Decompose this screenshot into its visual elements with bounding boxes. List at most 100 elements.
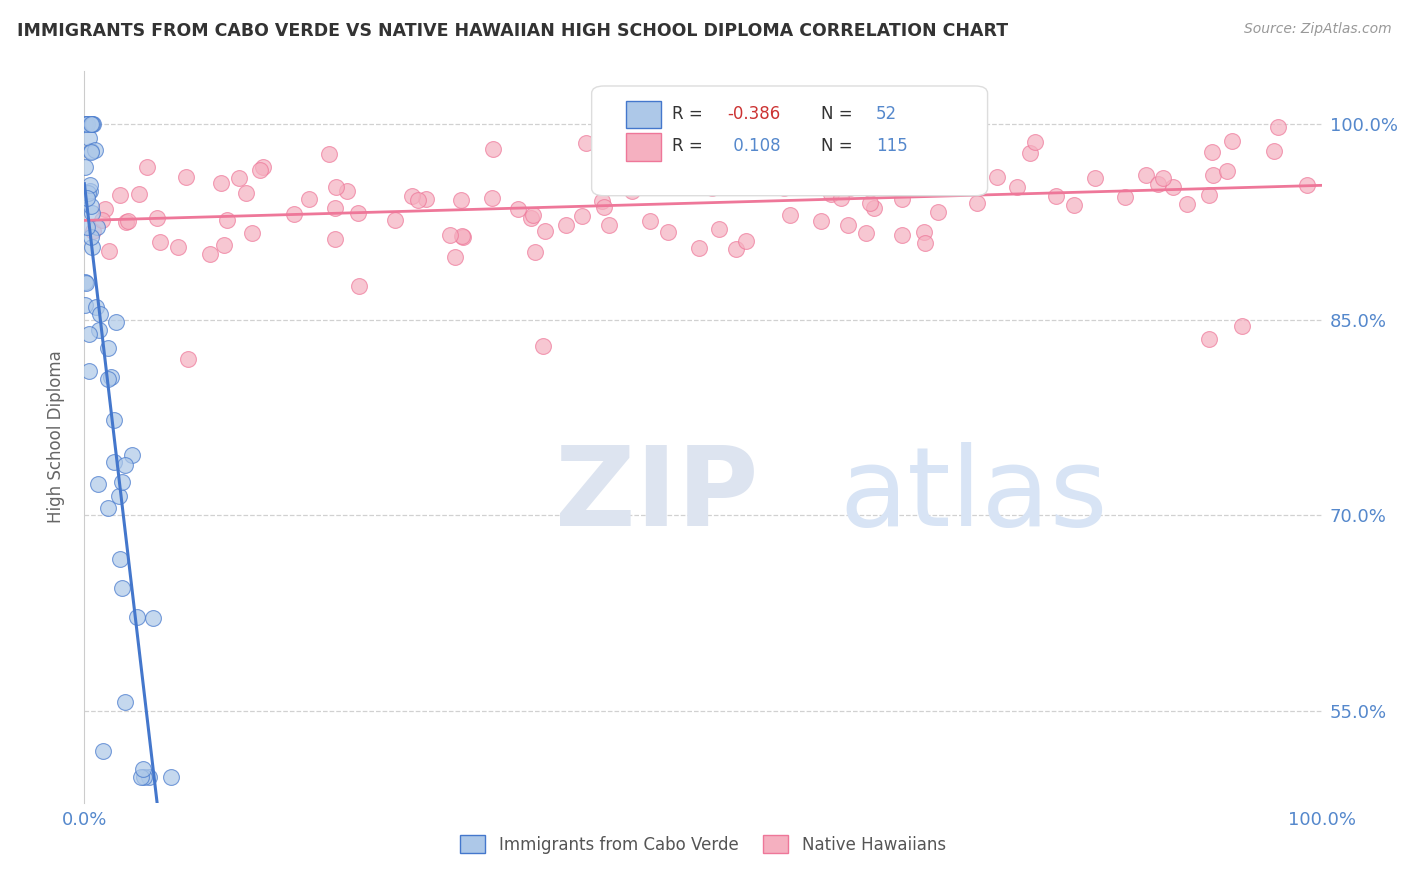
Text: IMMIGRANTS FROM CABO VERDE VS NATIVE HAWAIIAN HIGH SCHOOL DIPLOMA CORRELATION CH: IMMIGRANTS FROM CABO VERDE VS NATIVE HAW… xyxy=(17,22,1008,40)
Point xyxy=(890,192,912,206)
Point xyxy=(1146,178,1168,192)
Point xyxy=(347,206,370,220)
Point xyxy=(1024,135,1046,149)
Point xyxy=(89,322,111,336)
Point xyxy=(1198,332,1220,346)
Point xyxy=(555,218,578,232)
Point xyxy=(136,161,159,175)
Point xyxy=(336,184,359,198)
Point xyxy=(100,370,122,384)
Point xyxy=(1161,180,1184,194)
Point xyxy=(111,581,134,595)
Point xyxy=(283,207,305,221)
Point xyxy=(598,218,620,232)
Point xyxy=(890,228,912,243)
Point xyxy=(534,224,557,238)
Point xyxy=(725,242,748,256)
Point xyxy=(508,202,530,216)
Point xyxy=(325,180,347,194)
Point xyxy=(747,173,769,187)
Point xyxy=(76,220,98,235)
FancyBboxPatch shape xyxy=(592,86,987,195)
Text: -0.386: -0.386 xyxy=(728,104,780,123)
Point xyxy=(592,200,614,214)
Point xyxy=(688,151,710,165)
Point xyxy=(128,187,150,202)
Point xyxy=(323,231,346,245)
Point xyxy=(160,770,183,784)
Point xyxy=(522,208,544,222)
Point xyxy=(830,191,852,205)
Point xyxy=(986,169,1008,184)
Point xyxy=(814,154,837,169)
Point xyxy=(531,339,554,353)
Point xyxy=(914,235,936,250)
Point xyxy=(80,199,103,213)
Point xyxy=(647,152,669,166)
Point xyxy=(859,196,882,211)
Point xyxy=(77,326,100,341)
Point xyxy=(481,191,503,205)
Point xyxy=(115,215,138,229)
Point xyxy=(1215,163,1237,178)
Point xyxy=(89,307,111,321)
Point xyxy=(927,204,949,219)
Point xyxy=(523,244,546,259)
Point xyxy=(439,228,461,243)
Point xyxy=(76,117,98,131)
Text: 115: 115 xyxy=(876,137,908,155)
Point xyxy=(714,174,737,188)
Point xyxy=(249,163,271,178)
Point xyxy=(297,193,319,207)
Point xyxy=(810,213,832,227)
Point xyxy=(97,501,120,516)
Point xyxy=(481,142,503,156)
Text: R =: R = xyxy=(672,104,709,123)
Point xyxy=(105,315,128,329)
Point xyxy=(1063,198,1085,212)
Point xyxy=(347,278,370,293)
Point xyxy=(131,762,153,776)
Point xyxy=(84,300,107,314)
FancyBboxPatch shape xyxy=(626,101,661,128)
Point xyxy=(103,455,125,469)
Point xyxy=(1084,171,1107,186)
Point xyxy=(80,144,103,158)
Point xyxy=(94,202,117,216)
Point xyxy=(591,194,613,209)
Text: 52: 52 xyxy=(876,104,897,123)
Point xyxy=(76,117,98,131)
Point xyxy=(80,206,103,220)
Point xyxy=(198,247,221,261)
Point xyxy=(453,229,475,244)
Point xyxy=(444,250,467,264)
Point xyxy=(323,201,346,215)
Point xyxy=(837,218,859,232)
Point xyxy=(103,413,125,427)
Point xyxy=(97,372,120,386)
Text: N =: N = xyxy=(821,104,858,123)
Point xyxy=(79,230,101,244)
Point xyxy=(111,475,134,489)
Y-axis label: High School Diploma: High School Diploma xyxy=(46,351,65,524)
Point xyxy=(574,136,596,150)
Point xyxy=(91,743,114,757)
Text: R =: R = xyxy=(672,137,709,155)
Point xyxy=(107,489,129,503)
Point xyxy=(149,235,172,249)
Point xyxy=(640,214,662,228)
Point xyxy=(108,552,131,566)
Point xyxy=(215,213,238,227)
Point xyxy=(97,341,120,355)
Point xyxy=(1296,178,1319,193)
Point xyxy=(1220,134,1243,148)
Text: N =: N = xyxy=(821,137,858,155)
Point xyxy=(384,213,406,227)
Point xyxy=(1019,146,1042,161)
Point xyxy=(76,186,98,200)
Point xyxy=(84,144,107,158)
FancyBboxPatch shape xyxy=(626,133,661,161)
Point xyxy=(127,609,149,624)
Point xyxy=(73,276,96,290)
Point xyxy=(114,695,136,709)
